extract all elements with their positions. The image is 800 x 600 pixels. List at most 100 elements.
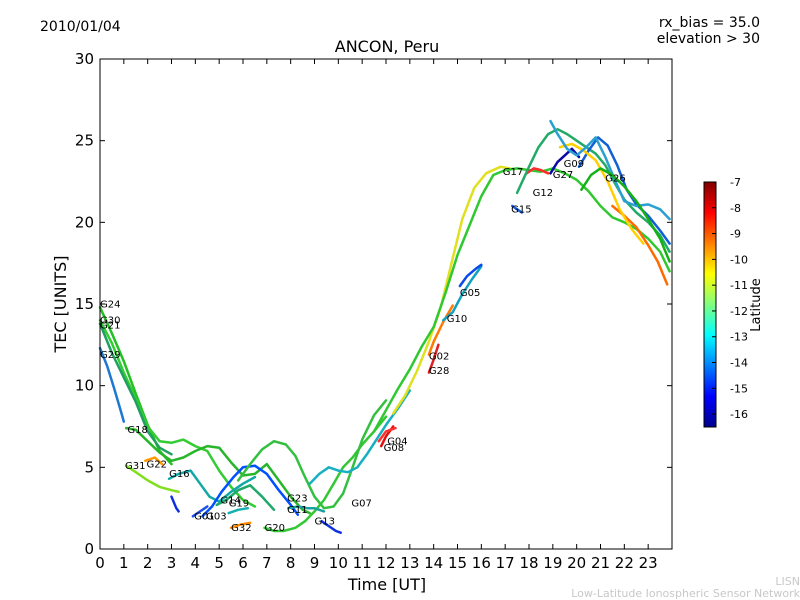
x-axis-label: Time [UT] <box>347 575 426 594</box>
colorbar-tick-label: -9 <box>730 228 741 241</box>
series-g18-line <box>124 426 311 515</box>
series-g06-line <box>191 505 209 518</box>
plot-lines <box>98 119 671 534</box>
x-tick-label: 4 <box>191 554 201 572</box>
series-g12-line <box>525 167 550 175</box>
series-g27b-line <box>558 142 645 245</box>
colorbar-tick-label: -14 <box>730 357 748 370</box>
x-tick-label: 15 <box>448 554 467 572</box>
series-label-g08: G08 <box>384 443 404 454</box>
series-g16-line <box>167 469 257 503</box>
series-label-g32: G32 <box>231 523 251 534</box>
footer-network-name: Low-Latitude Ionospheric Sensor Network <box>571 587 800 600</box>
x-tick-label: 21 <box>591 554 610 572</box>
series-g28-line <box>427 343 440 374</box>
x-tick-label: 19 <box>543 554 562 572</box>
x-tick-label: 12 <box>376 554 395 572</box>
x-tick-label: 0 <box>95 554 105 572</box>
series-label-g23: G23 <box>287 494 307 505</box>
x-tick-label: 6 <box>238 554 248 572</box>
series-label-g17: G17 <box>503 167 523 178</box>
series-g26b-line <box>611 204 669 286</box>
series-label-g16: G16 <box>169 469 189 480</box>
date-label: 2010/01/04 <box>40 19 121 35</box>
series-g29-line <box>98 346 126 423</box>
series-label-g22: G22 <box>147 459 167 470</box>
series-label-g05: G05 <box>460 288 480 299</box>
series-label-g13: G13 <box>315 517 335 528</box>
x-tick-label: 14 <box>424 554 443 572</box>
x-tick-label: 17 <box>496 554 515 572</box>
colorbar-tick-label: -16 <box>730 408 748 421</box>
series-label-g01: G01 <box>194 512 214 523</box>
series-g11-line <box>287 505 326 513</box>
series-g17-line <box>391 165 512 415</box>
y-axis: 0 5 10 15 20 25 30 <box>75 50 672 558</box>
y-tick-label: 10 <box>75 377 94 395</box>
series-g32-line <box>229 521 252 530</box>
series-label-g20: G20 <box>265 523 285 534</box>
series-label-g19: G19 <box>229 499 249 510</box>
series-label-g29: G29 <box>100 350 120 361</box>
colorbar-tick-label: -10 <box>730 253 748 266</box>
x-tick-label: 2 <box>143 554 153 572</box>
y-axis-label: TEC [UNITS] <box>51 256 70 354</box>
series-g31-line <box>124 464 180 494</box>
series-label-g26: G26 <box>605 174 625 185</box>
y-tick-label: 15 <box>75 295 94 313</box>
series-g05-line <box>458 263 483 288</box>
series-g10-line <box>441 265 483 322</box>
elevation-label: elevation > 30 <box>657 31 760 47</box>
x-tick-label: 3 <box>167 554 177 572</box>
chart-title: ANCON, Peru <box>335 37 439 56</box>
colorbar-tick-label: -8 <box>730 202 741 215</box>
series-g09-line <box>549 147 581 175</box>
y-tick-label: 5 <box>84 458 94 476</box>
x-tick-label: 7 <box>262 554 272 572</box>
series-label-g27: G27 <box>553 170 573 181</box>
colorbar-tick-label: -13 <box>730 331 748 344</box>
series-label-g24: G24 <box>100 299 120 310</box>
series-g26c-line <box>549 119 671 221</box>
series-label-g07: G07 <box>351 499 371 510</box>
series-g22-line <box>144 456 164 466</box>
colorbar-tick-label: -11 <box>730 279 748 292</box>
x-tick-label: 20 <box>567 554 586 572</box>
rx-bias-label: rx_bias = 35.0 <box>659 15 760 31</box>
series-g20-line <box>263 415 388 533</box>
series-g15-line <box>511 204 524 214</box>
series-label-g02: G02 <box>429 352 449 363</box>
colorbar-label: Latitude <box>749 278 764 332</box>
series-g26-line <box>577 136 671 245</box>
colorbar-tick-label: -7 <box>730 176 741 189</box>
x-tick-label: 5 <box>214 554 224 572</box>
series-label-g14: G14 <box>220 495 240 506</box>
series-label-g31: G31 <box>125 461 145 472</box>
x-tick-label: 13 <box>400 554 419 572</box>
series-label-g12: G12 <box>533 188 553 199</box>
x-axis: 0 1 2 3 4 5 6 7 8 9 10 11 12 13 14 15 16 17 18 19 20 21 22 23 <box>95 59 658 572</box>
x-tick-label: 22 <box>615 554 634 572</box>
series-label-g11: G11 <box>287 505 307 516</box>
x-tick-label: 10 <box>329 554 348 572</box>
series-label-g03: G03 <box>206 512 226 523</box>
colorbar-tick-label: -15 <box>730 382 748 395</box>
colorbar-tick-label: -12 <box>730 305 748 318</box>
series-g23-line <box>236 399 388 510</box>
series-g01-line <box>170 495 180 513</box>
series-label-g04: G04 <box>387 437 407 448</box>
y-tick-label: 0 <box>84 540 94 558</box>
series-label-g21: G21 <box>100 321 120 332</box>
x-tick-label: 11 <box>353 554 372 572</box>
series-g08-line <box>377 426 397 443</box>
series-label-g09: G09 <box>564 159 584 170</box>
x-tick-label: 18 <box>519 554 538 572</box>
series-g19-line <box>227 506 250 515</box>
x-tick-label: 1 <box>119 554 129 572</box>
series-g21-line <box>98 322 173 456</box>
y-tick-label: 30 <box>75 50 94 68</box>
series-g16b-line <box>580 167 671 263</box>
x-tick-label: 23 <box>639 554 658 572</box>
